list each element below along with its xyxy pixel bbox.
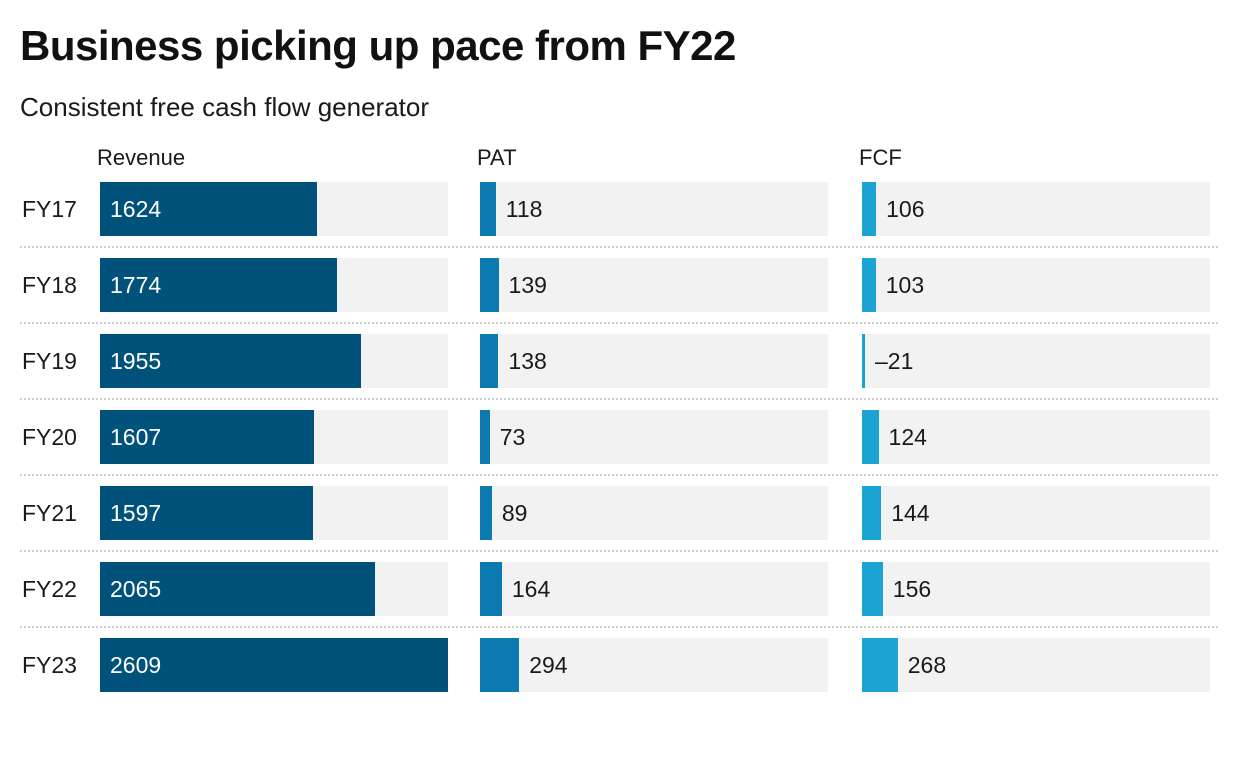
row-label-fy23: FY23 [22, 652, 77, 678]
bar-fcf-fy23 [862, 638, 898, 692]
data-label-pat-fy17: 118 [505, 196, 543, 222]
bar-track-fcf-fy19: –21 [862, 334, 1210, 388]
bar-revenue-fy23 [100, 638, 448, 692]
bar-pat-fy20 [480, 410, 490, 464]
bar-track-pat-fy19: 138 [480, 334, 828, 388]
bar-revenue-fy17 [100, 182, 317, 236]
bar-track-fcf-fy17: 106 [862, 182, 1210, 236]
column-header-revenue: Revenue [97, 145, 186, 170]
bar-track-fcf-fy21: 144 [862, 486, 1210, 540]
row-divider [20, 626, 1218, 628]
data-label-revenue-fy18: 1774 [110, 272, 162, 298]
bar-pat-fy19 [480, 334, 499, 388]
bar-revenue-fy18 [100, 258, 337, 312]
bar-fcf-fy19 [862, 334, 865, 388]
bar-track-revenue-fy18: 1774 [100, 258, 448, 312]
row-label-fy17: FY17 [22, 196, 77, 222]
chart-title: Business picking up pace from FY22 [20, 22, 736, 69]
bar-pat-fy22 [480, 562, 502, 616]
data-label-fcf-fy18: 103 [885, 272, 925, 298]
row-label-fy19: FY19 [22, 348, 77, 374]
data-label-fcf-fy22: 156 [892, 576, 932, 602]
bar-fcf-fy18 [862, 258, 876, 312]
row-label-fy18: FY18 [22, 272, 77, 298]
bar-fcf-fy21 [862, 486, 882, 540]
bar-track-fcf-fy18: 103 [862, 258, 1210, 312]
bar-track-revenue-fy19: 1955 [100, 334, 448, 388]
bar-track-revenue-fy22: 2065 [100, 562, 448, 616]
data-label-fcf-fy23: 268 [907, 652, 947, 678]
data-label-pat-fy19: 138 [508, 348, 547, 374]
bar-pat-fy17 [480, 182, 496, 236]
data-label-revenue-fy20: 1607 [110, 424, 162, 450]
bar-track-fcf-fy23: 268 [862, 638, 1210, 692]
data-label-pat-fy20: 73 [499, 424, 526, 450]
data-label-revenue-fy19: 1955 [110, 348, 162, 374]
data-label-revenue-fy17: 1624 [110, 196, 162, 222]
bar-track-pat-fy20: 73 [480, 410, 828, 464]
row-divider [20, 550, 1218, 552]
bar-track-pat-fy21: 89 [480, 486, 828, 540]
bar-track-pat-fy22: 164 [480, 562, 828, 616]
data-label-revenue-fy21: 1597 [110, 500, 162, 526]
data-label-revenue-fy23: 2609 [110, 652, 162, 678]
bar-revenue-fy20 [100, 410, 315, 464]
row-divider [20, 398, 1218, 400]
chart-subtitle: Consistent free cash flow generator [20, 92, 429, 122]
data-label-fcf-fy21: 144 [891, 500, 930, 526]
data-label-pat-fy21: 89 [501, 500, 528, 526]
bar-pat-fy18 [480, 258, 499, 312]
bar-track-revenue-fy17: 1624 [100, 182, 448, 236]
column-header-fcf: FCF [859, 145, 902, 170]
bar-fcf-fy22 [862, 562, 883, 616]
row-label-fy22: FY22 [22, 576, 77, 602]
data-label-pat-fy22: 164 [511, 576, 551, 602]
bar-revenue-fy19 [100, 334, 361, 388]
row-divider [20, 246, 1218, 248]
bar-track-pat-fy18: 139 [480, 258, 828, 312]
column-header-pat: PAT [477, 145, 517, 170]
row-label-fy20: FY20 [22, 424, 77, 450]
bar-pat-fy21 [480, 486, 492, 540]
bar-track-revenue-fy20: 1607 [100, 410, 448, 464]
bar-track-fcf-fy20: 124 [862, 410, 1210, 464]
bar-track-revenue-fy21: 1597 [100, 486, 448, 540]
data-label-pat-fy23: 294 [529, 652, 568, 678]
row-divider [20, 322, 1218, 324]
data-label-fcf-fy19: –21 [875, 348, 914, 374]
row-divider [20, 474, 1218, 476]
bar-track-pat-fy23: 294 [480, 638, 828, 692]
bar-revenue-fy22 [100, 562, 376, 616]
data-label-pat-fy18: 139 [508, 272, 547, 298]
data-label-fcf-fy17: 106 [886, 196, 925, 222]
data-label-revenue-fy22: 2065 [110, 576, 162, 602]
row-label-fy21: FY21 [22, 500, 77, 526]
bar-track-revenue-fy23: 2609 [100, 638, 448, 692]
bar-fcf-fy17 [862, 182, 877, 236]
bar-fcf-fy20 [862, 410, 879, 464]
bar-pat-fy23 [480, 638, 520, 692]
bar-track-pat-fy17: 118 [480, 182, 828, 236]
bar-revenue-fy21 [100, 486, 313, 540]
data-label-fcf-fy20: 124 [888, 424, 927, 450]
bar-track-fcf-fy22: 156 [862, 562, 1210, 616]
